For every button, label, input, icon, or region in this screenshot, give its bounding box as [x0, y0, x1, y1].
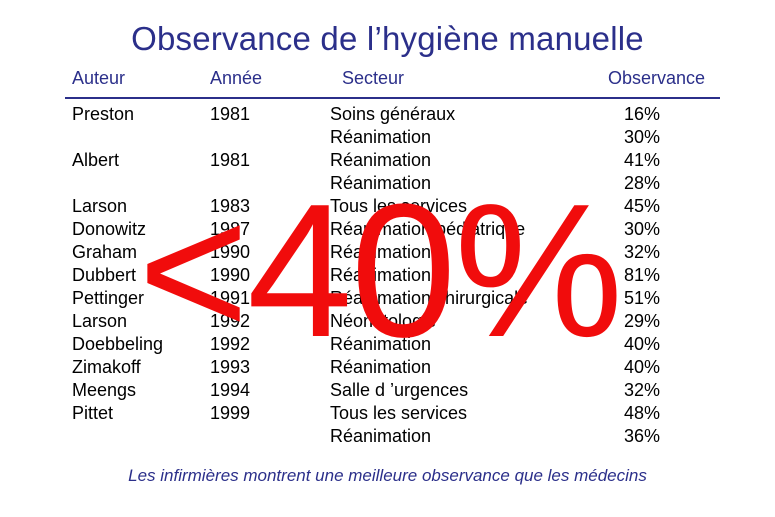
- cell-secteur: Réanimation: [330, 357, 432, 377]
- header-observance: Observance: [608, 68, 706, 88]
- table-row: Graham 1990 Réanimation 32%: [0, 241, 775, 264]
- cell-auteur: Larson: [72, 311, 128, 331]
- cell-annee: 1991: [210, 288, 251, 308]
- cell-annee: 1999: [210, 403, 251, 423]
- cell-observance: 81%: [624, 265, 661, 285]
- cell-secteur: Réanimation: [330, 265, 432, 285]
- cell-observance: 40%: [624, 357, 661, 377]
- table-row: Dubbert 1990 Réanimation 81%: [0, 264, 775, 287]
- cell-observance: 28%: [624, 173, 661, 193]
- cell-annee: 1983: [210, 196, 251, 216]
- cell-annee: 1987: [210, 219, 251, 239]
- cell-observance: 32%: [624, 380, 661, 400]
- cell-auteur: Zimakoff: [72, 357, 141, 377]
- table-row: Réanimation 36%: [0, 425, 775, 448]
- cell-annee: 1992: [210, 311, 251, 331]
- cell-auteur: Doebbeling: [72, 334, 164, 354]
- header-annee: Année: [210, 68, 263, 88]
- cell-observance: 36%: [624, 426, 661, 446]
- table-row: Doebbeling 1992 Réanimation 40%: [0, 333, 775, 356]
- header-secteur: Secteur: [342, 68, 405, 88]
- cell-annee: 1981: [210, 150, 251, 170]
- cell-secteur: Réanimation: [330, 334, 432, 354]
- cell-auteur: Graham: [72, 242, 138, 262]
- cell-observance: 40%: [624, 334, 661, 354]
- cell-secteur: Réanimation: [330, 242, 432, 262]
- slide-title: Observance de l’hygiène manuelle: [131, 20, 644, 57]
- table-row: Pettinger 1991 Réanimation chirurgicale 51%: [0, 287, 775, 310]
- table-row: Réanimation 30%: [0, 126, 775, 149]
- table-row: Meengs 1994 Salle d ’urgences 32%: [0, 379, 775, 402]
- cell-auteur: Pettinger: [72, 288, 145, 308]
- cell-auteur: Preston: [72, 104, 135, 124]
- cell-secteur: Réanimation: [330, 426, 432, 446]
- table-row: Larson 1983 Tous les services 45%: [0, 195, 775, 218]
- table-row: Preston 1981 Soins généraux 16%: [0, 103, 775, 126]
- cell-annee: 1994: [210, 380, 251, 400]
- cell-auteur: Donowitz: [72, 219, 147, 239]
- header-divider: [65, 97, 720, 99]
- cell-auteur: Meengs: [72, 380, 137, 400]
- cell-observance: 51%: [624, 288, 661, 308]
- data-table: Preston 1981 Soins généraux 16% Réanimation 3…: [0, 103, 775, 448]
- cell-annee: 1993: [210, 357, 251, 377]
- cell-observance: 32%: [624, 242, 661, 262]
- cell-auteur: Dubbert: [72, 265, 137, 285]
- cell-secteur: Réanimation pédiatrique: [330, 219, 526, 239]
- cell-annee: 1992: [210, 334, 251, 354]
- cell-secteur: Réanimation: [330, 173, 432, 193]
- cell-observance: 45%: [624, 196, 661, 216]
- cell-observance: 30%: [624, 219, 661, 239]
- table-row: Albert 1981 Réanimation 41%: [0, 149, 775, 172]
- cell-observance: 16%: [624, 104, 661, 124]
- cell-annee: 1990: [210, 265, 251, 285]
- cell-auteur: Pittet: [72, 403, 114, 423]
- cell-annee: 1990: [210, 242, 251, 262]
- cell-observance: 30%: [624, 127, 661, 147]
- overlay-highlight: <40%: [138, 165, 623, 377]
- table-row: Donowitz 1987 Réanimation pédiatrique 30%: [0, 218, 775, 241]
- header-auteur: Auteur: [72, 68, 126, 88]
- cell-auteur: Albert: [72, 150, 120, 170]
- cell-secteur: Tous les services: [330, 403, 468, 423]
- table-row: Zimakoff 1993 Réanimation 40%: [0, 356, 775, 379]
- cell-secteur: Réanimation chirurgicale: [330, 288, 529, 308]
- cell-secteur: Réanimation: [330, 127, 432, 147]
- table-row: Pittet 1999 Tous les services 48%: [0, 402, 775, 425]
- cell-auteur: Larson: [72, 196, 128, 216]
- cell-secteur: Réanimation: [330, 150, 432, 170]
- cell-annee: 1981: [210, 104, 251, 124]
- footer-note: Les infirmières montrent une meilleure o…: [128, 466, 647, 485]
- cell-secteur: Tous les services: [330, 196, 468, 216]
- cell-observance: 41%: [624, 150, 661, 170]
- table-row: Réanimation 28%: [0, 172, 775, 195]
- cell-secteur: Soins généraux: [330, 104, 456, 124]
- cell-secteur: Néonatologie: [330, 311, 437, 331]
- table-row: Larson 1992 Néonatologie 29%: [0, 310, 775, 333]
- cell-observance: 48%: [624, 403, 661, 423]
- cell-observance: 29%: [624, 311, 661, 331]
- cell-secteur: Salle d ’urgences: [330, 380, 469, 400]
